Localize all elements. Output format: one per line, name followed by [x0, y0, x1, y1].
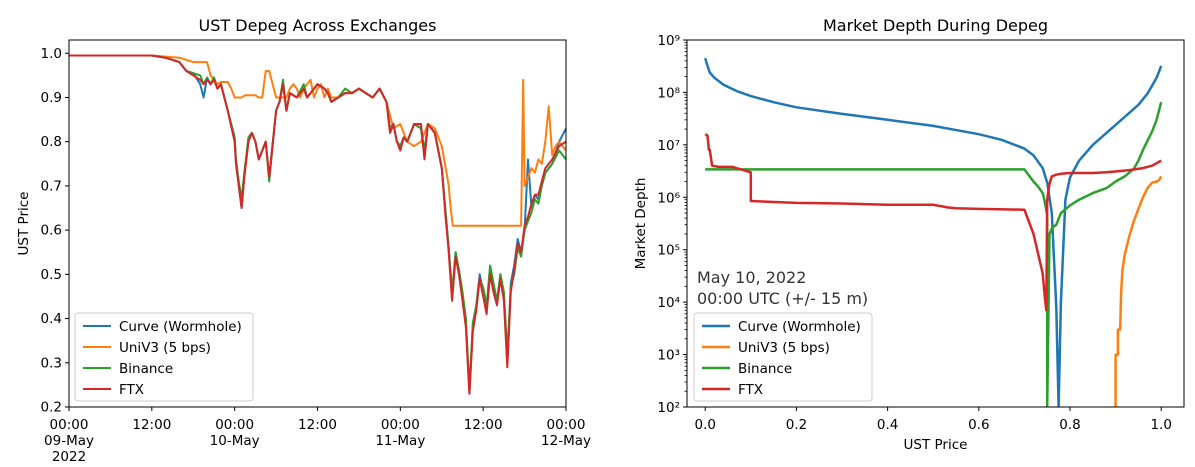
- x-tick-label: 12:00: [132, 417, 171, 433]
- y-tick-label: 10⁵: [657, 243, 680, 259]
- right-plot-frame: [686, 39, 1185, 408]
- right-chart-y-axis-label: Market Depth: [633, 178, 649, 270]
- legend-label-univ3-5-bps: UniV3 (5 bps): [119, 340, 211, 356]
- x-tick-label: 0.0: [694, 417, 715, 433]
- legend-label-univ3-5-bps: UniV3 (5 bps): [738, 340, 830, 356]
- y-tick-label: 0.9: [41, 90, 62, 106]
- y-tick-label: 0.3: [41, 355, 62, 371]
- x-tick-label: 00:00: [215, 417, 254, 433]
- y-tick-label: 10⁴: [657, 295, 680, 311]
- x-tick-label: 0.8: [1059, 417, 1080, 433]
- x-tick-label: 0.6: [968, 417, 989, 433]
- x-tick-label: 12:00: [298, 417, 337, 433]
- right-chart-panel: Market Depth During Depeg Market Depth U…: [633, 16, 1185, 453]
- right-chart-annotation-time: 00:00 UTC (+/- 15 m): [697, 289, 868, 308]
- y-tick-label: 0.6: [41, 223, 62, 239]
- x-tick-label: 00:00: [381, 417, 420, 433]
- right-chart-axes: 0.0 0.2 0.4 0.6 0.8 1.0 10² 10³ 10⁴ 10⁵ 10⁶ 10⁷ 10⁸ 1…: [657, 33, 1185, 433]
- x-tick-label: 2022: [52, 449, 86, 465]
- left-chart-title: UST Depeg Across Exchanges: [199, 16, 437, 35]
- x-tick-label: 00:00: [50, 417, 89, 433]
- left-chart-panel: UST Depeg Across Exchanges UST Price 0.2…: [16, 16, 591, 465]
- x-tick-label: 12-May: [541, 433, 591, 449]
- legend-box: [74, 312, 254, 402]
- y-tick-label: 10⁸: [657, 85, 680, 101]
- x-tick-label: 11-May: [375, 433, 425, 449]
- legend-label-binance: Binance: [119, 361, 173, 377]
- series-line-binance: [705, 101, 1163, 407]
- right-chart-title: Market Depth During Depeg: [823, 16, 1048, 35]
- x-tick-label: 00:00: [547, 417, 586, 433]
- legend-label-curve-wormhole: Curve (Wormhole): [738, 319, 861, 335]
- y-tick-label: 0.5: [41, 267, 62, 283]
- legend-label-ftx: FTX: [119, 382, 144, 398]
- x-tick-label: 10-May: [210, 433, 260, 449]
- right-chart-x-axis-label: UST Price: [904, 437, 968, 453]
- y-tick-label: 10⁶: [657, 190, 680, 206]
- y-tick-label: 0.4: [41, 311, 62, 327]
- series-line-ftx: [69, 54, 567, 395]
- legend-label-ftx: FTX: [738, 382, 763, 398]
- y-tick-label: 10⁹: [657, 33, 680, 49]
- left-chart-y-axis-label: UST Price: [16, 192, 32, 256]
- y-tick-label: 0.8: [41, 134, 62, 150]
- left-chart-series-group: [69, 54, 567, 395]
- series-line-univ3-5-bps: [69, 54, 567, 227]
- x-tick-label: 1.0: [1150, 417, 1171, 433]
- y-tick-label: 0.7: [41, 178, 62, 194]
- right-chart-series-group: [704, 57, 1163, 407]
- y-tick-label: 1.0: [41, 46, 62, 62]
- legend-label-curve-wormhole: Curve (Wormhole): [119, 319, 242, 335]
- y-tick-label: 0.2: [41, 400, 62, 416]
- x-tick-label: 0.2: [786, 417, 807, 433]
- y-tick-label: 10²: [657, 400, 680, 416]
- left-chart-legend: Curve (Wormhole) UniV3 (5 bps) Binance FTX: [74, 312, 254, 402]
- legend-label-binance: Binance: [738, 361, 792, 377]
- series-line-univ3-5-bps: [1114, 175, 1163, 407]
- y-tick-label: 10⁷: [657, 138, 680, 154]
- x-tick-label: 12:00: [464, 417, 503, 433]
- x-tick-label: 09-May: [44, 433, 94, 449]
- x-tick-label: 0.4: [877, 417, 898, 433]
- series-line-curve-wormhole: [704, 57, 1163, 407]
- legend-box: [693, 312, 873, 402]
- left-chart-axes: 0.20.30.40.50.60.70.80.91.000:0009-May20…: [41, 39, 591, 465]
- right-chart-legend: Curve (Wormhole) UniV3 (5 bps) Binance FTX: [693, 312, 873, 402]
- right-chart-annotation-date: May 10, 2022: [697, 268, 806, 287]
- series-line-ftx: [704, 133, 1162, 312]
- y-tick-label: 10³: [657, 348, 680, 364]
